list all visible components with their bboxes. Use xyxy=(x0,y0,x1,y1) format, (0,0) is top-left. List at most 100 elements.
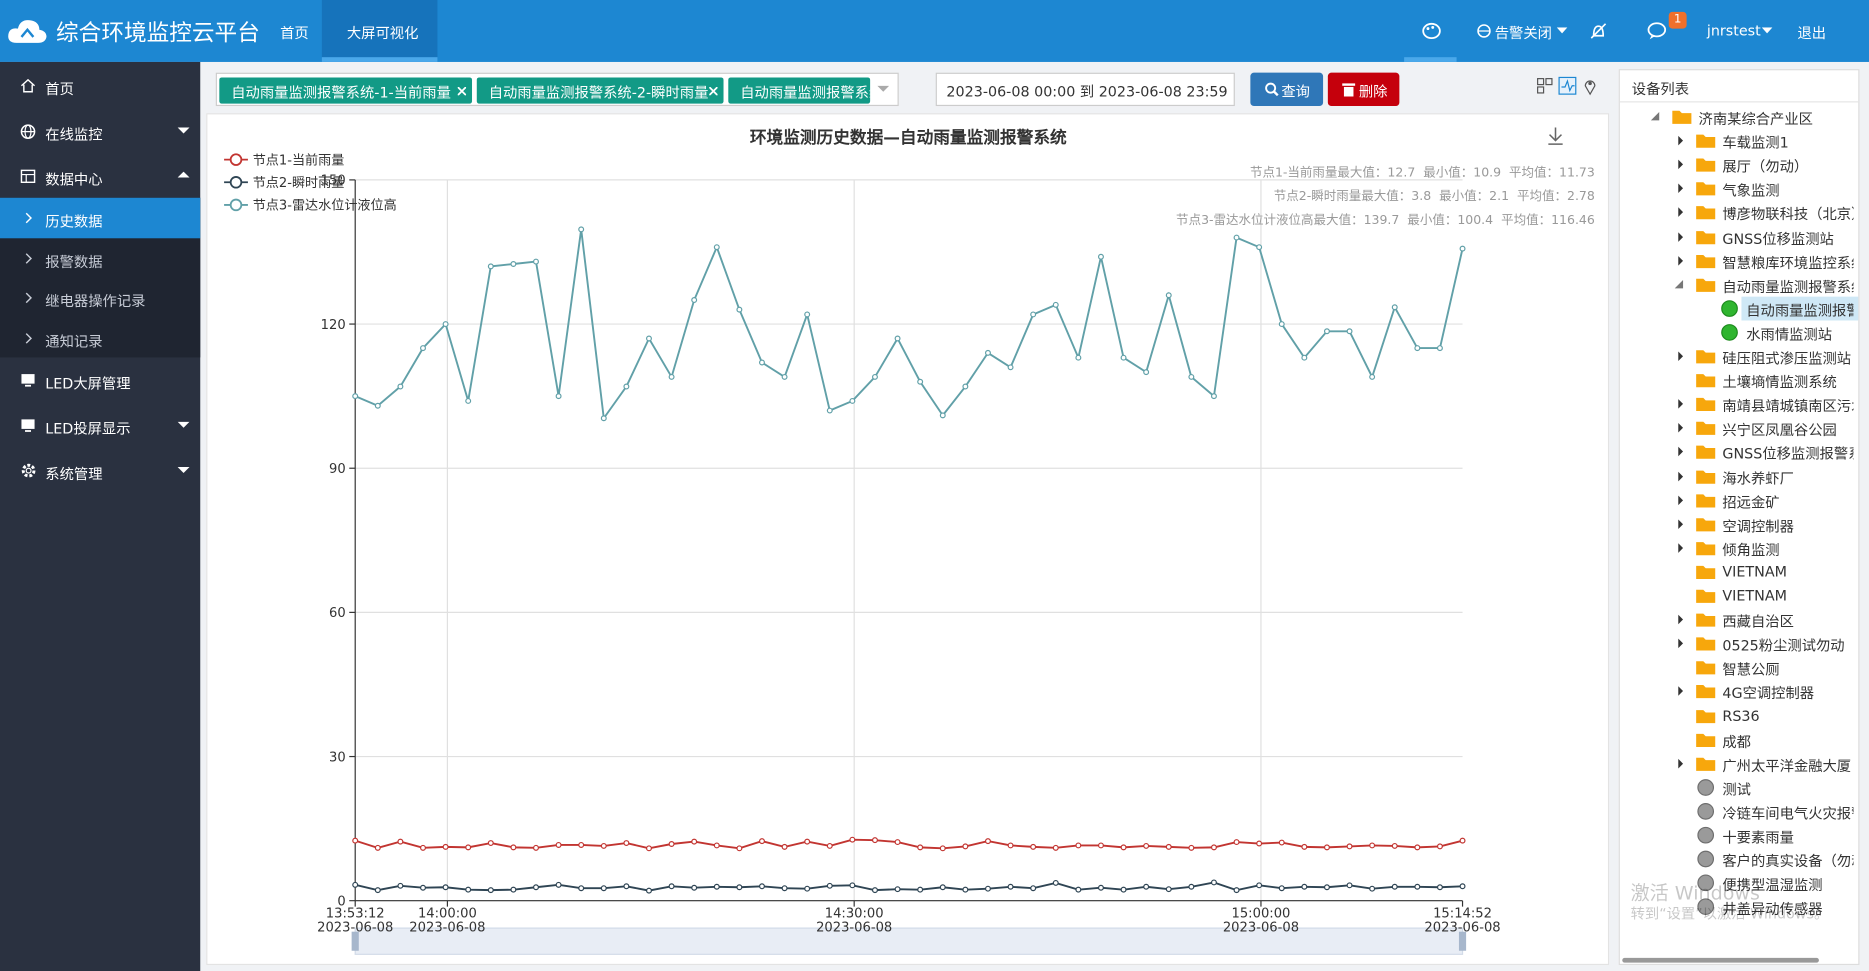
data-point xyxy=(1414,883,1421,890)
data-point xyxy=(1256,244,1263,251)
tree-node[interactable]: 自动雨量监测报警系统 xyxy=(1620,296,1859,321)
tree-node[interactable]: RS36 xyxy=(1620,704,1858,728)
caret xyxy=(877,85,890,92)
tree-node[interactable]: 0525粉尘测试勿动 xyxy=(1620,632,1858,656)
submenu-item[interactable]: 历史数据 xyxy=(0,198,200,239)
menu-item[interactable]: LED投屏显示 xyxy=(0,405,200,446)
chevron xyxy=(25,292,33,304)
tree-node[interactable]: 十要素雨量 xyxy=(1620,823,1858,847)
view-icons[interactable] xyxy=(1536,76,1598,97)
data-point xyxy=(1097,884,1104,891)
nav-underline xyxy=(321,57,438,62)
tree-node[interactable]: 广州太平洋金融大厦 xyxy=(1620,751,1858,775)
data-point xyxy=(623,883,630,890)
nav-home[interactable]: 首页 xyxy=(280,25,309,42)
tree-icon xyxy=(1697,874,1715,892)
data-point xyxy=(374,402,381,409)
zoom-handle xyxy=(351,931,359,951)
tag-label: 自动雨量监测报警系统-1-当前雨量 xyxy=(231,84,451,102)
watermark: 激活 Windows xyxy=(1630,881,1760,905)
tree-node[interactable]: 客户的真实设备（勿动） xyxy=(1620,847,1858,871)
tree-node[interactable]: 4G空调控制器 xyxy=(1620,680,1858,704)
data-point xyxy=(1233,234,1240,241)
delete-button[interactable]: 删除 xyxy=(1327,72,1400,107)
data-point xyxy=(1165,292,1172,299)
data-point xyxy=(397,383,404,390)
tree-node[interactable]: 倾角监测 xyxy=(1620,536,1858,560)
tree-label: RS36 xyxy=(1722,707,1760,724)
tree-node[interactable]: 济南某综合产业区 xyxy=(1620,105,1858,129)
data-point xyxy=(1436,843,1443,850)
download-icon[interactable] xyxy=(1548,127,1563,145)
tree-node[interactable]: VIETNAM xyxy=(1620,560,1858,584)
message-icon[interactable] xyxy=(1646,21,1667,40)
tree-node[interactable]: 测试 xyxy=(1620,775,1858,799)
tree-node[interactable]: 井盖异动传感器 xyxy=(1620,895,1858,919)
data-point xyxy=(1391,842,1398,849)
submenu-item[interactable]: 报警数据 xyxy=(0,238,200,279)
date-input[interactable]: 2023-06-08 00:00 到 2023-06-08 23:59 xyxy=(935,72,1235,107)
tree-label: 十要素雨量 xyxy=(1722,829,1794,846)
tag[interactable]: 自动雨量监测报警系统-3-雷达水位计液位高 xyxy=(728,77,871,104)
menu-item[interactable]: LED大屏管理 xyxy=(0,360,200,401)
data-point xyxy=(939,884,946,891)
data-point xyxy=(1436,884,1443,891)
data-point xyxy=(420,884,426,891)
tag-remove[interactable] xyxy=(457,86,467,96)
menu-item[interactable]: 系统管理 xyxy=(0,450,200,491)
tag[interactable]: 自动雨量监测报警系统-1-当前雨量 xyxy=(219,77,473,104)
tree-node[interactable]: 海水养虾厂 xyxy=(1620,464,1858,488)
tree-node[interactable]: 展厅（勿动） xyxy=(1620,153,1858,177)
tag-remove[interactable] xyxy=(709,86,718,96)
tree-node[interactable]: 博彦物联科技（北京）有 xyxy=(1620,201,1858,225)
tree-node[interactable]: 南靖县靖城镇南区污水厂 xyxy=(1620,392,1858,416)
logout[interactable]: 退出 xyxy=(1797,25,1827,42)
tree-icon xyxy=(1678,470,1716,484)
data-point xyxy=(781,373,788,380)
data-point xyxy=(1007,364,1014,371)
tree-node[interactable]: 车载监测1 xyxy=(1620,129,1858,153)
menu-item[interactable]: 数据中心 xyxy=(0,156,200,197)
tree-node[interactable]: 招远金矿 xyxy=(1620,488,1858,512)
tree-node[interactable]: 水雨情监测站 xyxy=(1620,320,1858,344)
user-menu[interactable]: jnrstest xyxy=(1706,22,1761,40)
submenu-label: 历史数据 xyxy=(45,213,103,230)
data-point xyxy=(939,412,946,419)
nav-dashboard[interactable]: 大屏可视化 xyxy=(346,25,419,42)
menu-item[interactable]: 首页 xyxy=(0,66,200,107)
alarm-toggle[interactable]: 告警关闭 xyxy=(1494,25,1552,42)
tree-label: 自动雨量监测报警系统 xyxy=(1746,302,1853,320)
submenu-item[interactable]: 通知记录 xyxy=(0,318,200,359)
tree-label: 水雨情监测站 xyxy=(1746,326,1833,343)
tree-node[interactable]: 智慧公厕 xyxy=(1620,656,1858,680)
tree-node[interactable]: 便携型温湿监测 xyxy=(1620,871,1858,895)
tree-node[interactable]: 智慧粮库环境监控系统 xyxy=(1620,249,1858,273)
tag-label: 自动雨量监测报警系统-2-瞬时雨量 xyxy=(488,82,709,103)
tree-label: 车载监测1 xyxy=(1722,134,1789,152)
tree-node[interactable]: 自动雨量监测报警系统 xyxy=(1620,272,1858,296)
query-button[interactable]: 查询 xyxy=(1250,72,1324,107)
scrollbar[interactable] xyxy=(1622,957,1819,963)
mute-icon[interactable] xyxy=(1589,21,1608,40)
theme-icon[interactable] xyxy=(1421,21,1442,40)
submenu-item[interactable]: 继电器操作记录 xyxy=(0,278,200,319)
tree-node[interactable]: 冷链车间电气火灾报警器 xyxy=(1620,799,1858,823)
tree-node[interactable]: 气象监测 xyxy=(1620,177,1858,201)
tree-icon xyxy=(1650,110,1692,124)
data-point xyxy=(510,844,517,851)
tree-node[interactable]: 土壤墒情监测系统 xyxy=(1620,368,1858,392)
tree-node[interactable]: GNSS位移监测报警系统 xyxy=(1620,440,1858,464)
tree-node[interactable]: VIETNAM xyxy=(1620,584,1858,608)
data-point xyxy=(1278,885,1285,892)
tree-node[interactable]: 硅压阻式渗压监测站 xyxy=(1620,344,1858,368)
menu-item[interactable]: 在线监控 xyxy=(0,111,200,152)
tree-node[interactable]: 空调控制器 xyxy=(1620,512,1858,536)
data-point xyxy=(442,321,449,328)
tree-node[interactable]: 成都 xyxy=(1620,727,1858,751)
tree-node[interactable]: 兴宁区凤凰谷公园 xyxy=(1620,416,1858,440)
tree-node[interactable]: 西藏自治区 xyxy=(1620,608,1858,632)
data-point xyxy=(758,838,765,845)
tree-node[interactable]: GNSS位移监测站 xyxy=(1620,225,1858,249)
series-line xyxy=(354,881,1463,892)
tag[interactable]: 自动雨量监测报警系统-2-瞬时雨量 xyxy=(476,77,724,104)
